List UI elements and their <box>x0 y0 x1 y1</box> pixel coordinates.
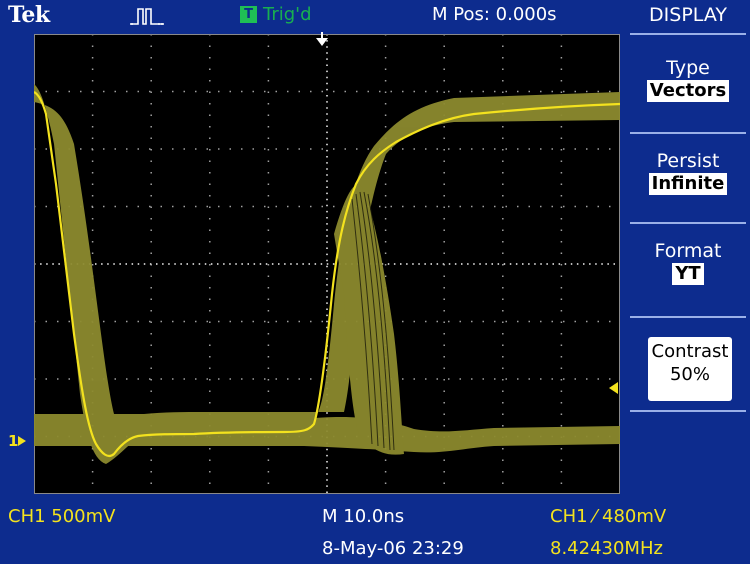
ch1-ground-arrow-icon <box>18 436 26 446</box>
timebase-readout: M 10.0ns <box>322 506 405 527</box>
menu-divider <box>630 33 746 35</box>
datetime-readout: 8-May-06 23:29 <box>322 538 464 559</box>
menu-item-value: Vectors <box>646 80 730 102</box>
ch1-scale-readout: CH1 500mV <box>8 506 116 527</box>
brand-logo: Tek <box>8 2 50 28</box>
display-menu: DISPLAY Type Vectors Persist Infinite Fo… <box>626 0 750 564</box>
menu-item-label: Contrast <box>651 341 729 362</box>
persistence-fan-lines <box>351 191 395 451</box>
menu-divider <box>630 410 746 412</box>
status-bar: Tek T Trig'd M Pos: 0.000s <box>0 0 626 30</box>
trigger-level-marker <box>609 382 618 394</box>
menu-item-value: 50% <box>669 364 710 385</box>
menu-item-label: Persist <box>656 150 720 172</box>
horizontal-position: M Pos: 0.000s <box>432 4 557 25</box>
graticule-center-axes <box>34 34 620 494</box>
menu-divider <box>630 132 746 134</box>
trigger-readout: CH1 ⁄ 480mV <box>550 506 667 527</box>
menu-divider <box>630 222 746 224</box>
waveform-display <box>34 34 620 494</box>
menu-item-format[interactable]: Format YT <box>626 240 750 285</box>
trigger-badge: T <box>240 6 257 23</box>
menu-item-value: YT <box>672 263 704 285</box>
menu-item-label: Type <box>666 57 710 79</box>
waveform-graticule <box>34 34 620 494</box>
ch1-ground-label: 1 <box>8 432 19 450</box>
menu-item-type[interactable]: Type Vectors <box>626 57 750 102</box>
ch1-trace <box>34 91 620 458</box>
menu-item-persist[interactable]: Persist Infinite <box>626 150 750 195</box>
persistence-band <box>34 84 620 464</box>
frequency-readout: 8.42430MHz <box>550 538 663 559</box>
trigger-position-marker <box>316 32 328 46</box>
pulse-icon <box>130 8 164 25</box>
menu-title: DISPLAY <box>649 4 727 26</box>
trigger-state: Trig'd <box>263 4 312 25</box>
menu-item-value: Infinite <box>648 173 728 195</box>
menu-divider <box>630 316 746 318</box>
menu-item-label: Format <box>654 240 722 262</box>
menu-item-contrast[interactable]: Contrast 50% <box>648 337 732 401</box>
